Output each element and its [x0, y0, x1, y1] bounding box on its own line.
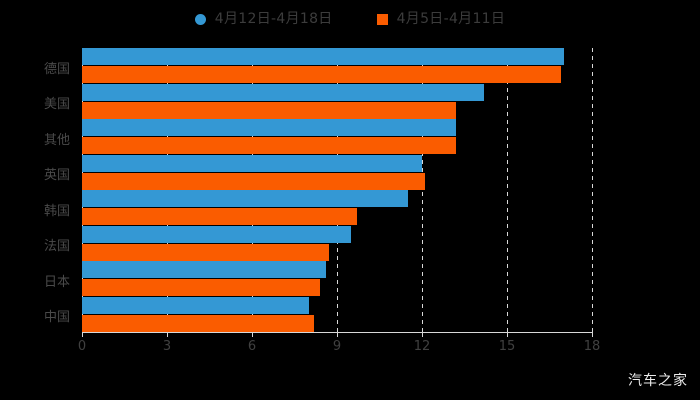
- x-axis-tick-12: [422, 332, 423, 337]
- y-axis-label-中国: 中国: [43, 310, 70, 326]
- y-axis-label-其他: 其他: [43, 132, 70, 148]
- y-axis-labels: 德国美国其他英国韩国法国日本中国: [0, 48, 70, 332]
- bar-法国-series-1[interactable]: [82, 243, 329, 261]
- y-axis-label-法国: 法国: [43, 239, 70, 255]
- x-axis-tick-3: [167, 332, 168, 337]
- legend-label-series-1: 4月5日-4月11日: [396, 11, 506, 27]
- x-axis-label-6: 6: [247, 339, 257, 354]
- bar-中国-series-1[interactable]: [82, 314, 315, 332]
- x-axis-tick-15: [507, 332, 508, 337]
- y-axis-label-德国: 德国: [43, 61, 70, 77]
- x-axis-label-3: 3: [162, 339, 172, 354]
- legend-item-series-0[interactable]: 4月12日-4月18日: [194, 11, 333, 27]
- y-axis-label-韩国: 韩国: [43, 203, 70, 219]
- gridline-15: [507, 48, 508, 332]
- watermark: 汽车之家: [628, 373, 688, 389]
- gridline-0: [82, 48, 83, 332]
- bar-中国-series-0[interactable]: [82, 296, 309, 314]
- y-axis-label-日本: 日本: [43, 274, 70, 290]
- x-axis-label-15: 15: [498, 339, 516, 354]
- x-axis-tick-6: [252, 332, 253, 337]
- bar-其他-series-1[interactable]: [82, 137, 456, 155]
- gridline-3: [167, 48, 168, 332]
- bar-日本-series-0[interactable]: [82, 261, 326, 279]
- legend-item-series-1[interactable]: 4月5日-4月11日: [376, 11, 506, 27]
- gridline-6: [252, 48, 253, 332]
- x-axis-tick-9: [337, 332, 338, 337]
- bar-英国-series-1[interactable]: [82, 172, 425, 190]
- bar-其他-series-0[interactable]: [82, 119, 456, 137]
- bar-韩国-series-0[interactable]: [82, 190, 408, 208]
- square-icon: [376, 13, 388, 25]
- x-axis-label-9: 9: [332, 339, 342, 354]
- circle-icon: [194, 13, 206, 25]
- bar-德国-series-0[interactable]: [82, 48, 564, 66]
- plot-area: [82, 48, 593, 332]
- legend-label-series-0: 4月12日-4月18日: [214, 11, 333, 27]
- bar-美国-series-0[interactable]: [82, 83, 485, 101]
- gridline-18: [592, 48, 593, 332]
- x-axis-tick-0: [82, 332, 83, 337]
- bar-法国-series-0[interactable]: [82, 225, 352, 243]
- bar-韩国-series-1[interactable]: [82, 208, 357, 226]
- gridline-9: [337, 48, 338, 332]
- gridline-12: [422, 48, 423, 332]
- y-axis-label-美国: 美国: [43, 97, 70, 113]
- bar-日本-series-1[interactable]: [82, 279, 320, 297]
- bar-英国-series-0[interactable]: [82, 154, 422, 172]
- x-axis-label-18: 18: [583, 339, 601, 354]
- bar-德国-series-1[interactable]: [82, 66, 561, 84]
- x-axis-label-0: 0: [77, 339, 87, 354]
- y-axis-label-英国: 英国: [43, 168, 70, 184]
- chart-legend: 4月12日-4月18日 4月5日-4月11日: [0, 8, 700, 30]
- bar-美国-series-1[interactable]: [82, 101, 456, 119]
- x-axis-tick-18: [592, 332, 593, 337]
- x-axis-label-12: 12: [413, 339, 431, 354]
